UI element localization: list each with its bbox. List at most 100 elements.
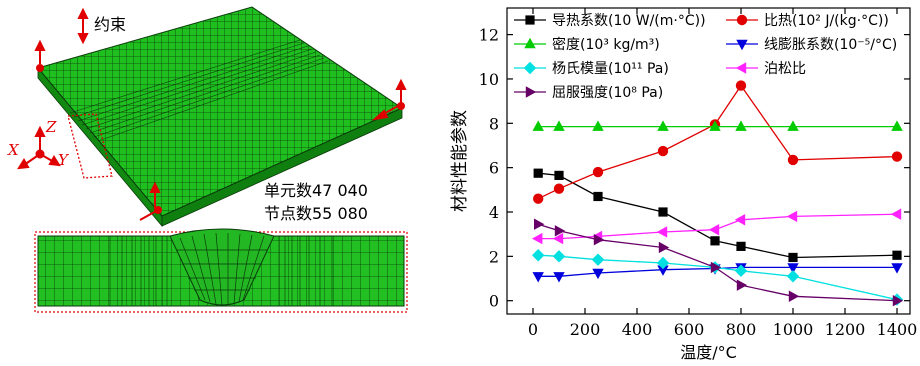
data-point — [657, 145, 669, 157]
data-point — [656, 256, 670, 270]
data-point — [892, 250, 902, 260]
data-point — [786, 210, 798, 223]
series-line — [538, 266, 897, 277]
data-point — [592, 166, 604, 178]
data-point — [786, 270, 800, 283]
data-point — [735, 80, 747, 91]
legend-entry: 比热(10² J/(kg·°C)) — [726, 13, 889, 29]
chart-series — [532, 80, 904, 307]
y-axis-label: 材料性能参数 — [450, 110, 470, 212]
coordinate-triad — [17, 125, 61, 170]
mesh-panel: 约束 Z X Y 单元数47 040 节点数55 080 — [7, 6, 408, 313]
chart-legend: 导热系数(10 W/(m·°C)) 比热(10² J/(kg·°C)) 密度(10³… — [514, 13, 897, 101]
legend-marker — [736, 39, 748, 51]
legend-marker — [736, 14, 748, 26]
data-point — [709, 120, 721, 131]
data-point — [787, 120, 799, 131]
legend-entry: 导热系数(10 W/(m·°C)) — [514, 13, 706, 29]
data-point — [891, 120, 903, 131]
x-axis-ticks: 0 200 400 600 800 1000 1200 1400 — [528, 8, 917, 339]
x-tick-label: 1400 — [877, 320, 918, 339]
data-point — [734, 264, 748, 277]
series-line — [538, 254, 898, 301]
series-line — [537, 84, 898, 200]
legend-label: 线膨胀系数(10⁻⁵/°C) — [764, 36, 897, 53]
legend-entry: 杨氏模量(10¹¹ Pa) — [514, 61, 669, 77]
legend-marker — [524, 37, 536, 49]
node-count-label: 节点数55 080 — [264, 204, 368, 223]
data-point — [553, 183, 565, 194]
legend-entry: 密度(10³ kg/m³) — [514, 36, 660, 53]
x-tick-label: 200 — [570, 320, 601, 339]
x-tick-label: 400 — [622, 320, 653, 339]
data-point — [532, 232, 543, 245]
data-point — [656, 226, 668, 238]
y-tick-label: 2 — [489, 247, 499, 266]
data-point — [736, 279, 748, 291]
legend-entry: 屈服强度(10⁸ Pa) — [514, 85, 663, 101]
data-point — [592, 268, 604, 280]
legend-label: 屈服强度(10⁸ Pa) — [552, 85, 663, 101]
legend-marker — [525, 86, 537, 98]
data-point — [891, 151, 903, 162]
material-properties-chart: 0 200 400 600 800 1000 1200 1400 0 2 4 6 8 10 12 导热系数… — [450, 7, 917, 362]
data-point — [554, 225, 566, 237]
legend-marker — [525, 15, 535, 25]
data-point — [552, 250, 566, 263]
data-point — [658, 241, 670, 254]
data-point — [533, 168, 543, 178]
data-point — [736, 241, 746, 251]
data-point — [710, 236, 720, 246]
legend-label: 密度(10³ kg/m³) — [552, 36, 660, 53]
data-point — [787, 263, 799, 274]
data-point — [592, 120, 604, 131]
data-point — [892, 294, 904, 307]
data-point — [787, 154, 799, 166]
data-point — [710, 261, 722, 274]
data-point — [890, 208, 902, 220]
legend-entry: 线膨胀系数(10⁻⁵/°C) — [726, 36, 897, 53]
x-tick-label: 1200 — [825, 320, 866, 339]
data-point — [532, 249, 545, 262]
legend-marker — [523, 61, 537, 75]
data-point — [552, 232, 564, 245]
data-point — [788, 290, 800, 302]
legend-label: 导热系数(10 W/(m·°C)) — [552, 13, 706, 29]
data-point — [891, 263, 903, 274]
x-tick-label: 1000 — [773, 320, 814, 339]
data-point — [532, 120, 544, 131]
axis-y-label: Y — [58, 151, 70, 169]
data-point — [708, 224, 720, 236]
x-tick-label: 800 — [726, 320, 757, 339]
y-tick-label: 8 — [489, 114, 499, 133]
series-line — [538, 223, 898, 302]
constraint-arrows — [34, 7, 407, 221]
axis-z-label: Z — [45, 118, 57, 136]
cross-section-mesh — [34, 228, 408, 313]
data-point — [534, 218, 545, 230]
y-tick-label: 0 — [489, 292, 499, 311]
legend-label: 比热(10² J/(kg·°C)) — [764, 13, 889, 29]
series-2 — [532, 120, 903, 131]
legend-label: 泊松比 — [764, 61, 806, 77]
x-tick-label: 0 — [528, 320, 538, 339]
data-point — [553, 272, 565, 283]
legend-entry: 泊松比 — [726, 61, 806, 77]
series-1 — [533, 80, 903, 204]
data-point — [554, 170, 564, 181]
series-0 — [533, 168, 902, 263]
data-point — [657, 120, 669, 131]
series-line — [538, 172, 898, 259]
data-point — [593, 191, 603, 202]
data-point — [532, 272, 544, 283]
data-point — [735, 120, 747, 131]
y-tick-label: 4 — [489, 203, 499, 222]
data-point — [788, 252, 798, 263]
x-axis-label: 温度/°C — [680, 343, 737, 362]
y-tick-label: 6 — [489, 159, 499, 178]
series-6 — [534, 218, 904, 307]
element-count-label: 单元数47 040 — [264, 181, 368, 200]
series-4 — [532, 249, 904, 306]
weld-bead — [169, 228, 275, 306]
